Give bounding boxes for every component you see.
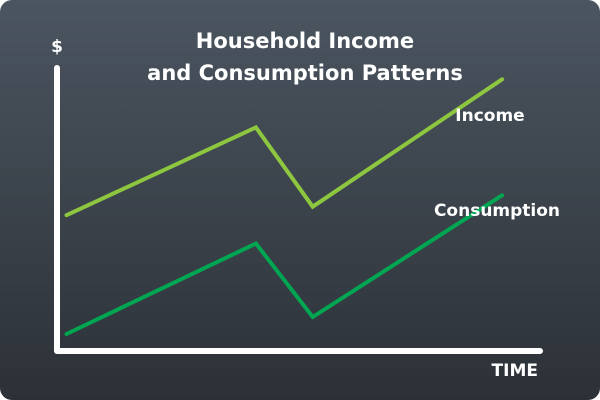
legend-label-consumption: Consumption (434, 201, 560, 221)
y-axis-label: $ (51, 37, 63, 57)
series-line-consumption (64, 193, 505, 336)
series-layer (64, 77, 505, 336)
legend-label-income: Income (455, 106, 524, 126)
chart-title-line-1: Household Income (196, 29, 414, 53)
chart-axes (54, 65, 543, 354)
series-line-income (64, 77, 505, 218)
chart-title-line-2: and Consumption Patterns (147, 61, 463, 85)
x-axis-label: TIME (492, 361, 538, 381)
